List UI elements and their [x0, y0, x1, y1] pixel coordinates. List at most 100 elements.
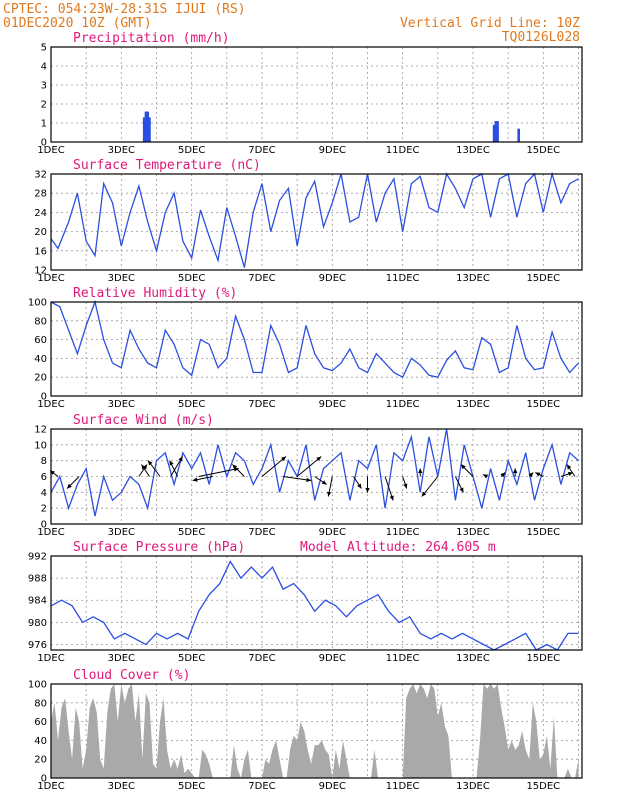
- pres-title: Surface Pressure (hPa): [73, 540, 245, 555]
- pres-xtick: 11DEC: [386, 653, 420, 664]
- run-date: 01DEC2020 10Z (GMT): [3, 16, 152, 31]
- wind-arrow-head: [535, 472, 541, 477]
- precip-bar: [146, 111, 150, 142]
- pres-xtick: 1DEC: [37, 653, 64, 664]
- wind-arrow-head: [403, 483, 408, 489]
- pres-xtick: 9DEC: [319, 653, 346, 664]
- temp-panel: 12 16 20 24 28 32 1DEC 3DEC 5DEC 7DEC 9DEC 11DEC 13D…: [34, 158, 583, 284]
- wind-line: [50, 428, 579, 517]
- precip-frame: [50, 46, 583, 143]
- temp-xtick: 1DEC: [37, 273, 64, 284]
- wind-arrow-head: [233, 467, 239, 472]
- cloud-ytick: 40: [34, 736, 47, 747]
- rh-xtick: 9DEC: [319, 399, 346, 410]
- rh-xtick: 11DEC: [386, 399, 420, 410]
- temp-xtick: 13DEC: [456, 273, 490, 284]
- pres-xtick: 3DEC: [108, 653, 135, 664]
- rh-xtick: 13DEC: [456, 399, 490, 410]
- wind-xtick: 13DEC: [456, 527, 490, 538]
- pres-ytick: 984: [28, 596, 47, 607]
- cloud-xtick: 15DEC: [526, 781, 560, 792]
- precip-ytick: 4: [41, 62, 47, 73]
- cloud-ytick: 0: [41, 774, 47, 785]
- wind-arrow-head: [500, 472, 506, 478]
- precip-xtick: 13DEC: [456, 145, 490, 156]
- pres-ytick: 992: [28, 552, 47, 563]
- precip-bar: [148, 117, 151, 142]
- precip-bar: [142, 117, 146, 142]
- wind-ytick: 2: [41, 504, 47, 515]
- cloud-xtick: 13DEC: [456, 781, 490, 792]
- wind-xtick: 1DEC: [37, 527, 64, 538]
- pres-ytick: 980: [28, 618, 47, 629]
- model-id: TQ0126L028: [502, 30, 580, 45]
- wind-arrow-head: [567, 471, 573, 476]
- wind-arrow-head: [148, 460, 153, 466]
- precip-panel: 0 1 2 3 4 5 1DEC 3DEC 5DEC 7DEC 9DEC 11DEC 13DEC 15DE…: [37, 31, 583, 156]
- wind-ytick: 10: [34, 440, 47, 451]
- wind-arrow-head: [567, 464, 572, 470]
- wind-arrow: [261, 456, 287, 477]
- precip-xtick: 11DEC: [386, 145, 420, 156]
- grid-line-note: Vertical Grid Line: 10Z: [400, 16, 580, 31]
- pres-ytick: 988: [28, 574, 47, 585]
- cloud-frame: [50, 683, 583, 779]
- pres-ytick: 976: [28, 640, 47, 651]
- temp-ytick: 28: [34, 189, 47, 200]
- temp-xtick: 5DEC: [178, 273, 205, 284]
- cloud-xtick: 7DEC: [248, 781, 275, 792]
- precip-xtick: 1DEC: [37, 145, 64, 156]
- wind-arrow-head: [169, 460, 174, 466]
- cloud-ytick: 100: [28, 680, 47, 691]
- wind-xtick: 9DEC: [319, 527, 346, 538]
- precip-bar: [494, 121, 498, 142]
- rh-xtick: 7DEC: [248, 399, 275, 410]
- wind-arrow-head: [365, 488, 370, 493]
- wind-arrow-head: [421, 491, 427, 497]
- cloud-title: Cloud Cover (%): [73, 668, 190, 683]
- wind-ytick: 8: [41, 456, 47, 467]
- wind-arrow-head: [357, 483, 362, 489]
- cloud-xtick: 5DEC: [178, 781, 205, 792]
- wind-frame: [50, 428, 583, 525]
- temp-ytick: 20: [34, 227, 47, 238]
- wind-xtick: 5DEC: [178, 527, 205, 538]
- wind-arrow-head: [459, 487, 464, 493]
- wind-arrow-head: [321, 480, 327, 485]
- precip-ytick: 1: [41, 119, 47, 130]
- wind-arrow-head: [178, 456, 183, 462]
- precip-ytick: 3: [41, 81, 47, 92]
- temp-xtick: 11DEC: [386, 273, 420, 284]
- wind-arrow-head: [67, 483, 72, 489]
- wind-arrow-head: [232, 464, 238, 470]
- wind-arrow-head: [461, 464, 466, 470]
- pres-xtick: 5DEC: [178, 653, 205, 664]
- rh-frame: [50, 301, 583, 397]
- pres-xtick: 7DEC: [248, 653, 275, 664]
- precip-bar: [492, 124, 496, 142]
- pres-line: [50, 560, 579, 651]
- rh-ytick: 80: [34, 316, 47, 327]
- precip-title: Precipitation (mm/h): [73, 31, 230, 46]
- rh-xtick: 5DEC: [178, 399, 205, 410]
- precip-xtick: 9DEC: [319, 145, 346, 156]
- pres-subtitle: Model Altitude: 264.605 m: [300, 540, 496, 555]
- cloud-ytick: 60: [34, 717, 47, 728]
- wind-xtick: 11DEC: [386, 527, 420, 538]
- rh-line: [50, 299, 579, 379]
- precip-ytick: 2: [41, 100, 47, 111]
- temp-frame: [50, 173, 583, 271]
- wind-ytick: 0: [41, 520, 47, 531]
- rh-ytick: 100: [28, 298, 47, 309]
- precip-xtick: 7DEC: [248, 145, 275, 156]
- temp-xtick: 7DEC: [248, 273, 275, 284]
- wind-ytick: 12: [34, 425, 47, 436]
- rh-xtick: 15DEC: [526, 399, 560, 410]
- precip-ytick: 5: [41, 43, 47, 54]
- cloud-panel: 0 20 40 60 80 100 1DEC 3DEC 5DEC 7DEC 9DEC 11DEC 13D…: [28, 668, 583, 792]
- wind-arrow: [296, 456, 322, 477]
- wind-ytick: 4: [41, 488, 47, 499]
- precip-xtick: 3DEC: [108, 145, 135, 156]
- wind-panel: 0 2 4 6 8 10 12 1DEC 3DEC 5DEC 7DEC 9DEC 11DEC 13DEC 1…: [34, 413, 583, 538]
